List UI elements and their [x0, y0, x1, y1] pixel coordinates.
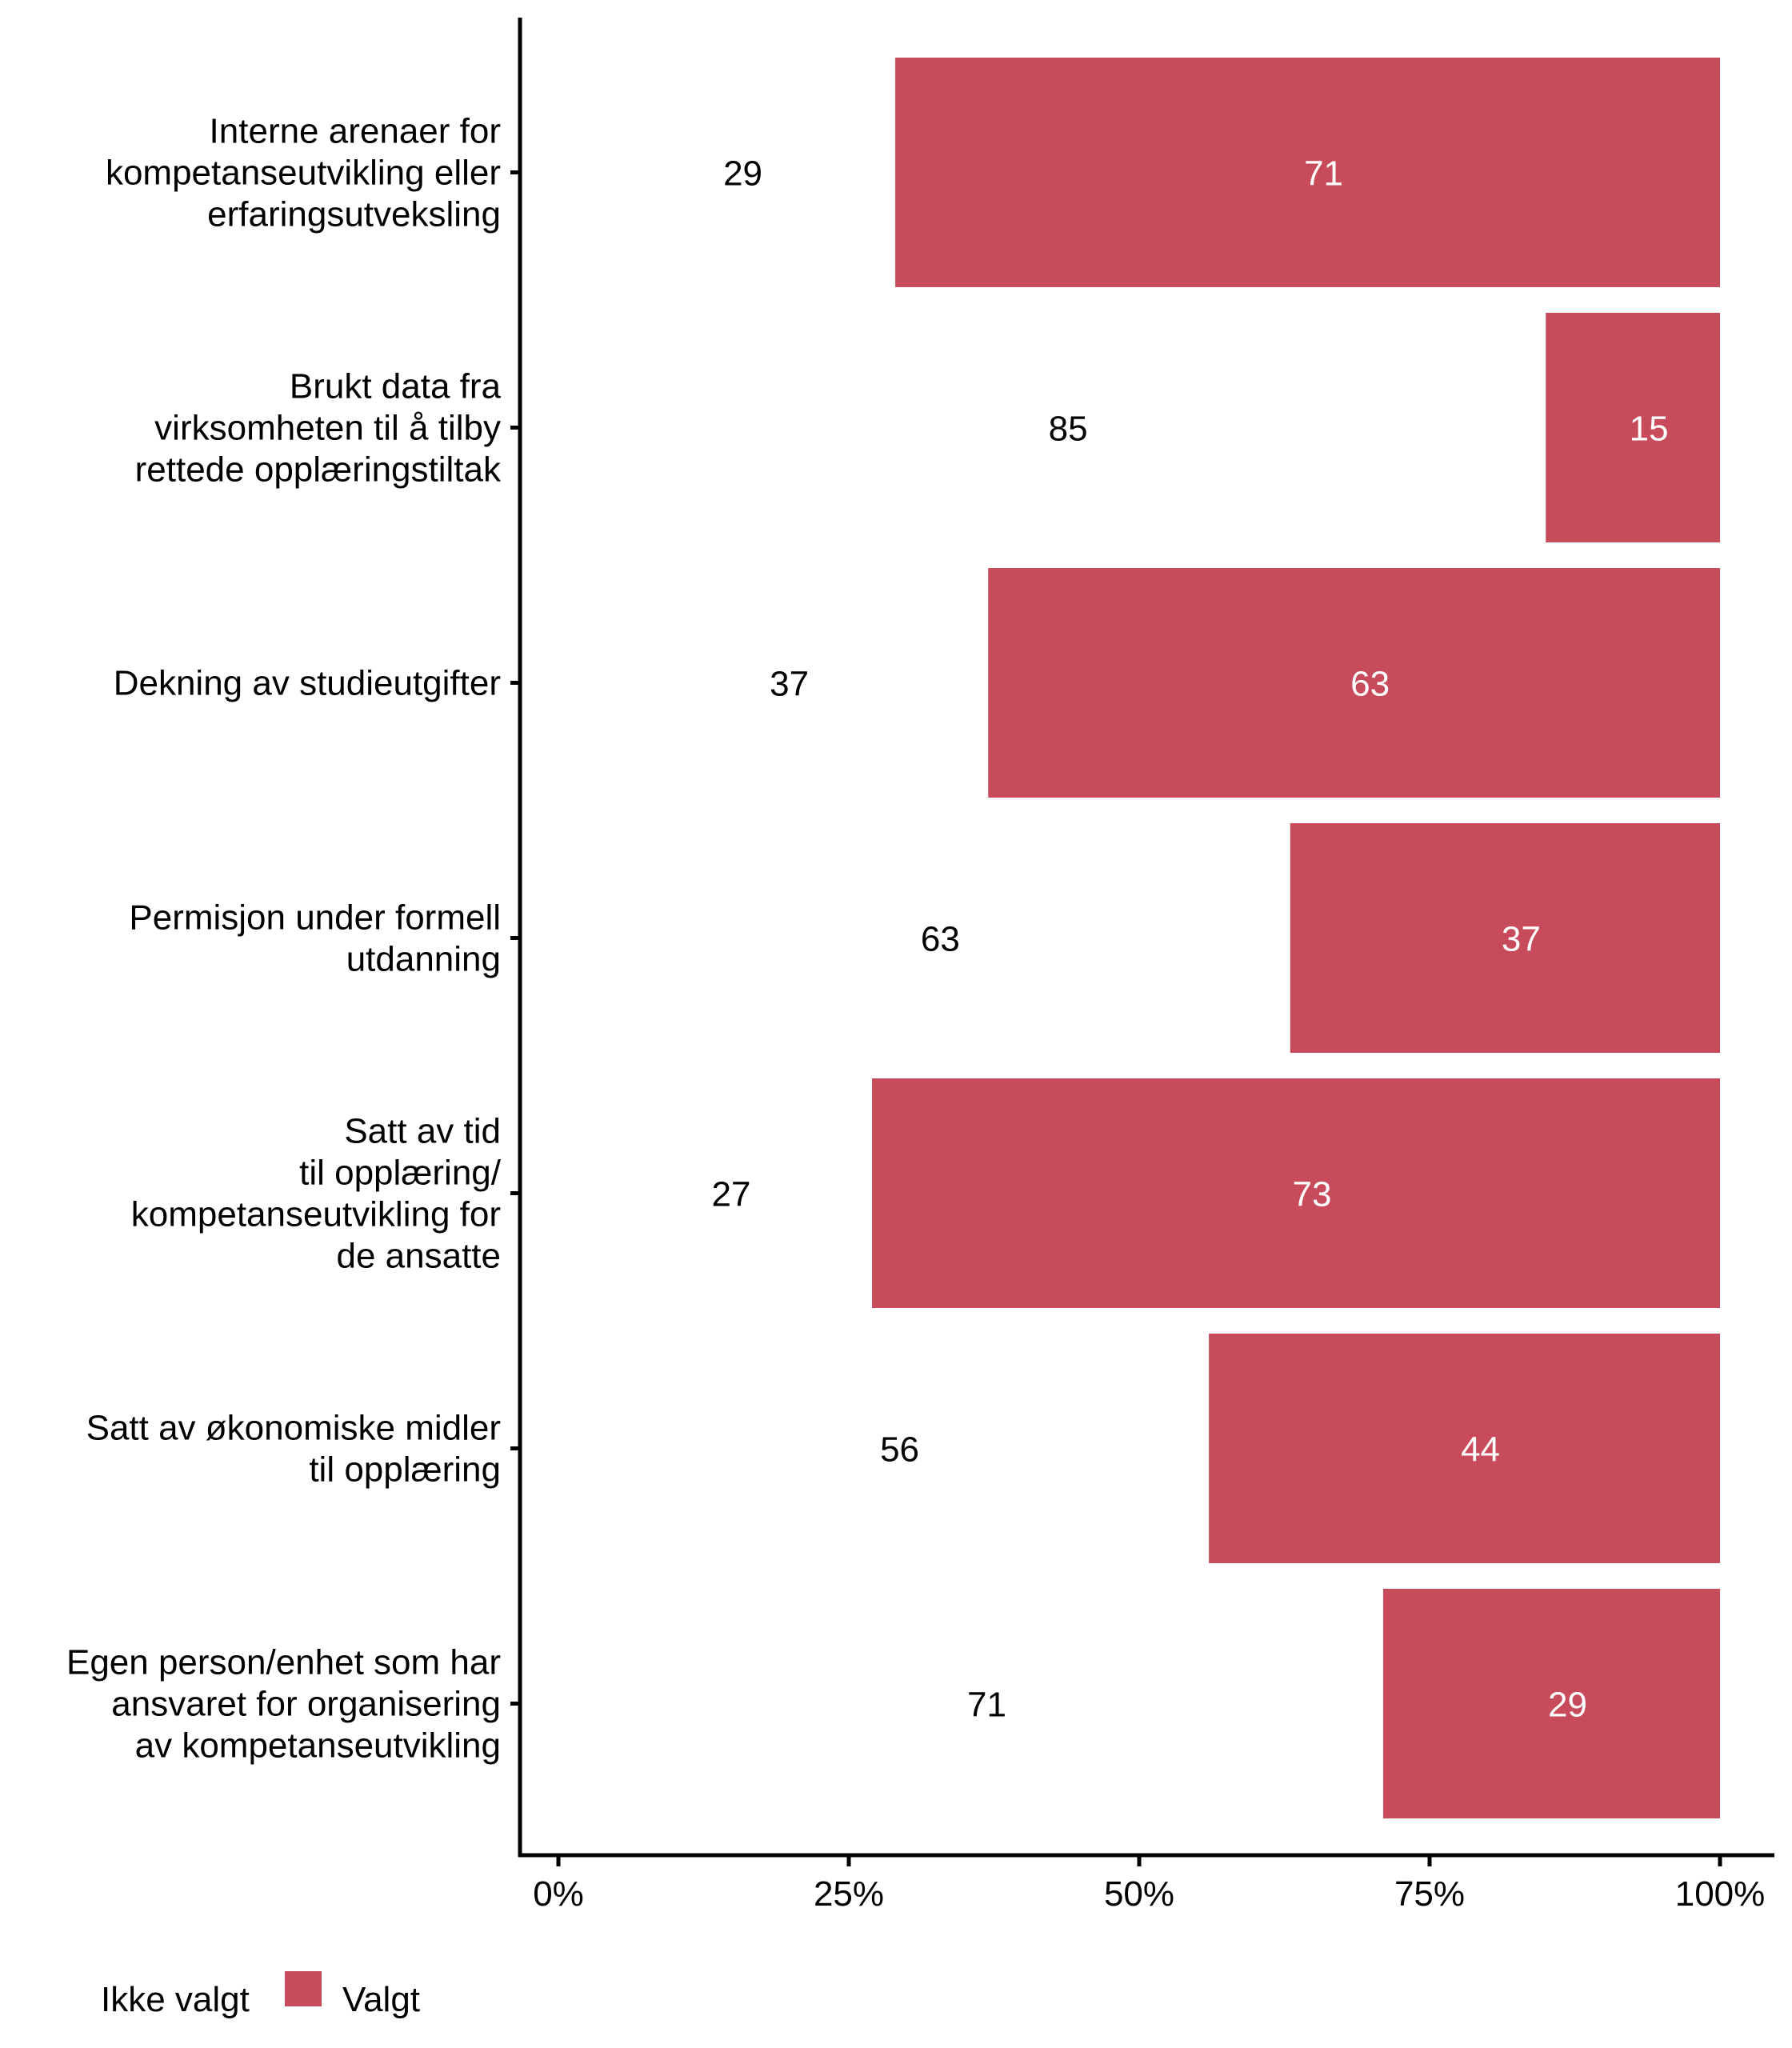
- category-label-5: Satt av økonomiske midler til opplæring: [86, 1409, 501, 1490]
- value-label-valgt-0: 71: [1304, 154, 1343, 194]
- bar-valgt-3: [1290, 823, 1720, 1053]
- value-label-valgt-1: 15: [1630, 410, 1669, 449]
- value-label-ikke-valgt-1: 85: [1049, 410, 1088, 449]
- bar-valgt-5: [1209, 1334, 1720, 1563]
- y-ticks-layer: Interne arenaer for kompetanseutvikling e…: [66, 112, 520, 1766]
- x-tick-label: 75%: [1394, 1874, 1465, 1914]
- bar-valgt-6: [1382, 1589, 1720, 1818]
- bar-valgt-4: [872, 1078, 1720, 1308]
- value-label-ikke-valgt-3: 63: [921, 920, 960, 959]
- bars-layer: [558, 58, 1720, 1818]
- bar-ikke-valgt-2: [558, 568, 989, 798]
- category-label-6: Egen person/enhet som har ansvaret for or…: [66, 1643, 501, 1766]
- legend-key-ikke-valgt: [58, 1981, 94, 2018]
- legend: Ikke valgt Valgt: [58, 1971, 420, 2019]
- value-labels-layer: 29 71 85 15 37 63 63 37 27 73 56 44 71 29: [712, 154, 1669, 1725]
- value-label-ikke-valgt-5: 56: [880, 1430, 919, 1470]
- bar-ikke-valgt-6: [558, 1589, 1383, 1818]
- bar-valgt-2: [988, 568, 1720, 798]
- bar-valgt-1: [1546, 313, 1720, 542]
- bar-ikke-valgt-4: [558, 1078, 873, 1308]
- value-label-ikke-valgt-2: 37: [770, 665, 809, 704]
- x-tick-label: 50%: [1104, 1874, 1174, 1914]
- bar-ikke-valgt-5: [558, 1334, 1210, 1563]
- x-tick-label: 100%: [1675, 1874, 1766, 1914]
- bar-ikke-valgt-3: [558, 823, 1290, 1053]
- x-ticks-layer: 0% 25% 50% 75% 100%: [533, 1855, 1765, 1914]
- legend-label-ikke-valgt: Ikke valgt: [101, 1980, 250, 2019]
- bar-ikke-valgt-1: [558, 313, 1546, 542]
- category-label-2: Dekning av studieutgifter: [114, 664, 501, 703]
- x-tick-label: 25%: [814, 1874, 884, 1914]
- category-label-0: Interne arenaer for kompetanseutvikling e…: [106, 112, 501, 234]
- category-label-1: Brukt data fra virksomheten til å tilby re…: [135, 367, 502, 490]
- value-label-valgt-3: 37: [1502, 920, 1541, 959]
- x-tick-label: 0%: [533, 1874, 584, 1914]
- bar-ikke-valgt-0: [558, 58, 896, 287]
- legend-key-valgt: [285, 1971, 322, 2006]
- legend-label-valgt: Valgt: [342, 1980, 420, 2019]
- value-label-ikke-valgt-4: 27: [712, 1175, 751, 1214]
- value-label-valgt-2: 63: [1350, 665, 1390, 704]
- bar-valgt-0: [895, 58, 1720, 287]
- value-label-valgt-4: 73: [1293, 1175, 1332, 1214]
- value-label-valgt-5: 44: [1461, 1430, 1500, 1470]
- value-label-ikke-valgt-6: 71: [967, 1686, 1006, 1725]
- value-label-ikke-valgt-0: 29: [723, 154, 762, 194]
- category-label-4: Satt av tid til opplæring/kompetanseutvik…: [131, 1112, 502, 1276]
- value-label-valgt-6: 29: [1548, 1686, 1587, 1725]
- category-label-3: Permisjon under formell utdanning: [129, 898, 501, 979]
